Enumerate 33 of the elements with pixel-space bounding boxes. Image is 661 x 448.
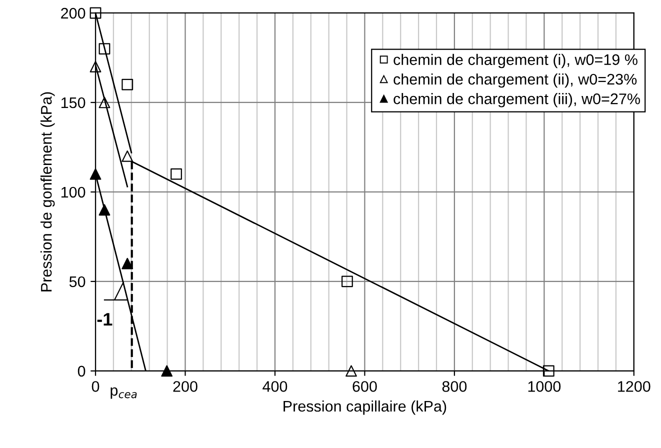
point [122, 258, 134, 270]
x-tick-label: 800 [442, 381, 467, 392]
legend-label: chemin de chargement (iii), w0=27% [394, 93, 640, 108]
point [170, 168, 182, 180]
x-tick-label: 600 [352, 381, 377, 392]
legend-label: chemin de chargement (ii), w0=23% [394, 73, 637, 88]
y-tick-label: 200 [61, 8, 86, 19]
x-tick-label: 400 [262, 381, 288, 392]
point [161, 365, 173, 377]
x-tick-label: 200 [173, 381, 198, 392]
point [90, 7, 102, 19]
legend-label: chemin de chargement (i), w0=19 % [394, 54, 638, 68]
point [98, 43, 110, 54]
point [122, 78, 134, 90]
y-tick-label: 50 [69, 276, 86, 288]
y-tick-label: 0 [78, 366, 86, 377]
x-axis-title: Pression capillaire (kPa) [284, 400, 446, 415]
point [346, 365, 357, 377]
point [342, 276, 353, 288]
x-tick-label: 0 [92, 381, 100, 392]
point [122, 150, 134, 162]
annotation: -1 [97, 313, 112, 326]
x-tick-label: 1200 [618, 381, 650, 392]
y-tick-label: 150 [61, 97, 86, 108]
point [98, 96, 110, 108]
point [98, 204, 110, 216]
x-tick-label: 1000 [528, 381, 561, 392]
y-axis-title: Pression de gonflement (kPa) [40, 92, 55, 292]
point [542, 365, 554, 377]
y-tick-label: 100 [61, 186, 86, 198]
text: p$_{cea}$ [110, 387, 137, 399]
point [90, 168, 102, 180]
point [90, 60, 102, 72]
